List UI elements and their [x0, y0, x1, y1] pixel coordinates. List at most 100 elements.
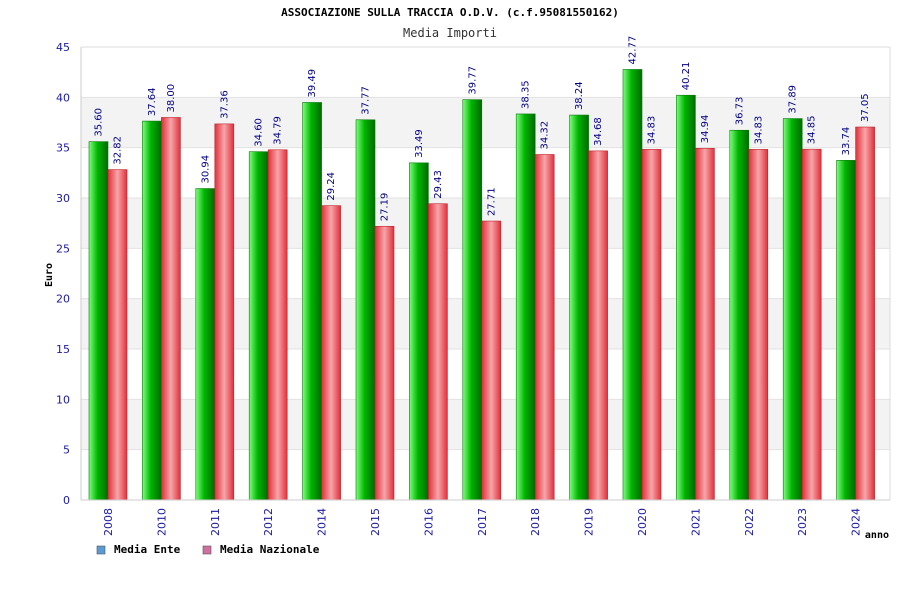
bar-media-nazionale-2010 — [161, 117, 181, 501]
data-label-media-ente-2010: 37.64 — [147, 87, 158, 116]
data-label-media-ente-2016: 33.49 — [414, 129, 425, 158]
bar-media-nazionale-2024 — [855, 126, 875, 501]
data-label-media-nazionale-2010: 38.00 — [166, 84, 177, 113]
x-tick-label: 2014 — [316, 508, 329, 536]
bar-media-ente-2017 — [462, 99, 483, 501]
x-tick-label: 2010 — [155, 508, 168, 536]
data-label-media-ente-2012: 34.60 — [254, 118, 265, 147]
bar-media-nazionale-2019 — [588, 150, 608, 501]
bar-media-ente-2023 — [782, 118, 803, 501]
y-tick-labels: 0 5 10 15 20 25 30 35 40 45 — [56, 41, 70, 507]
y-tick-label: 25 — [56, 242, 70, 255]
data-label-media-nazionale-2015: 27.19 — [380, 193, 391, 222]
bar-media-ente-2011 — [195, 188, 216, 501]
x-tick-label: 2008 — [102, 508, 115, 536]
y-tick-label: 5 — [63, 444, 70, 457]
data-label-media-ente-2024: 33.74 — [841, 127, 852, 156]
x-tick-label: 2012 — [262, 508, 275, 536]
data-label-media-ente-2014: 39.49 — [307, 69, 318, 98]
bar-media-nazionale-2008 — [107, 169, 128, 501]
data-label-media-ente-2021: 40.21 — [681, 62, 692, 91]
bar-media-ente-2022 — [729, 129, 750, 501]
data-label-media-ente-2015: 37.77 — [361, 86, 372, 115]
x-tick-label: 2022 — [743, 508, 756, 536]
y-tick-label: 45 — [56, 41, 70, 54]
chart-title: ASSOCIAZIONE SULLA TRACCIA O.D.V. (c.f.9… — [281, 6, 619, 19]
y-tick-label: 35 — [56, 142, 70, 155]
data-label-media-nazionale-2020: 34.83 — [647, 116, 658, 145]
bars — [88, 69, 875, 501]
bar-media-nazionale-2022 — [748, 149, 769, 501]
bar-media-ente-2008 — [88, 141, 109, 501]
bar-media-nazionale-2021 — [695, 147, 715, 501]
bar-media-ente-2015 — [355, 119, 376, 501]
data-label-media-nazionale-2011: 37.36 — [219, 90, 230, 119]
bar-media-nazionale-2015 — [374, 225, 395, 501]
data-label-media-ente-2017: 39.77 — [467, 66, 478, 95]
x-tick-label: 2019 — [583, 508, 596, 536]
bar-media-ente-2012 — [248, 151, 269, 501]
data-label-media-nazionale-2024: 37.05 — [860, 93, 871, 122]
data-label-media-nazionale-2016: 29.43 — [433, 170, 444, 199]
y-tick-label: 20 — [56, 293, 70, 306]
x-tick-label: 2023 — [796, 508, 809, 536]
bar-media-ente-2024 — [836, 160, 856, 501]
y-tick-label: 15 — [56, 343, 70, 356]
y-tick-label: 10 — [56, 393, 70, 406]
bar-media-nazionale-2016 — [428, 203, 448, 501]
data-label-media-ente-2019: 38.24 — [574, 81, 585, 110]
bar-media-ente-2010 — [142, 120, 162, 501]
x-tick-label: 2021 — [689, 508, 702, 536]
axes — [80, 46, 891, 501]
x-tick-label: 2016 — [422, 508, 435, 536]
legend-swatch-media-nazionale — [202, 545, 212, 555]
data-label-media-ente-2018: 38.35 — [521, 80, 532, 109]
bar-media-nazionale-2018 — [534, 154, 555, 501]
y-tick-label: 0 — [63, 494, 70, 507]
bar-media-nazionale-2017 — [481, 220, 502, 501]
x-tick-label: 2011 — [209, 508, 222, 536]
data-label-media-nazionale-2019: 34.68 — [593, 117, 604, 146]
bar-media-nazionale-2014 — [321, 205, 341, 501]
data-label-media-ente-2023: 37.89 — [788, 85, 799, 114]
x-tick-label: 2024 — [850, 508, 863, 536]
plot-band — [81, 97, 890, 148]
y-tick-label: 30 — [56, 192, 70, 205]
x-tick-labels: 2008 2010 2011 2012 2014 2015 2016 2017 2018 2019… — [102, 508, 863, 536]
data-label-media-nazionale-2017: 27.71 — [486, 187, 497, 216]
bar-labels: 35.60 32.82 37.64 38.00 30.94 37.36 34.60 34.79… — [94, 36, 872, 221]
x-tick-label: 2015 — [369, 508, 382, 536]
data-label-media-ente-2008: 35.60 — [94, 108, 105, 137]
x-tick-label: 2017 — [476, 508, 489, 536]
data-label-media-nazionale-2023: 34.85 — [807, 116, 818, 145]
bar-media-ente-2019 — [569, 114, 589, 501]
y-axis-label: Euro — [44, 263, 55, 287]
data-label-media-nazionale-2014: 29.24 — [326, 172, 337, 201]
x-axis-label: anno — [865, 530, 889, 541]
x-tick-label: 2018 — [529, 508, 542, 536]
bar-media-ente-2020 — [622, 69, 643, 501]
bar-media-nazionale-2012 — [267, 149, 288, 501]
chart-subtitle: Media Importi — [403, 26, 497, 40]
legend-label-media-nazionale: Media Nazionale — [220, 543, 320, 556]
data-label-media-nazionale-2022: 34.83 — [753, 116, 764, 145]
bar-media-ente-2018 — [515, 113, 536, 501]
data-label-media-ente-2022: 36.73 — [734, 97, 745, 126]
data-label-media-ente-2011: 30.94 — [200, 155, 211, 184]
bar-media-ente-2021 — [676, 94, 696, 501]
data-label-media-nazionale-2018: 34.32 — [540, 121, 551, 150]
bar-media-nazionale-2023 — [801, 148, 822, 501]
y-tick-label: 40 — [56, 91, 70, 104]
bar-media-ente-2014 — [302, 102, 322, 501]
data-label-media-nazionale-2012: 34.79 — [273, 116, 284, 145]
bar-media-ente-2016 — [409, 162, 429, 501]
data-label-media-ente-2020: 42.77 — [628, 36, 639, 65]
legend: Media Ente Media Nazionale — [96, 543, 320, 556]
legend-swatch-media-ente — [96, 545, 106, 555]
bar-media-nazionale-2020 — [641, 149, 662, 501]
bar-media-nazionale-2011 — [214, 123, 235, 501]
data-label-media-nazionale-2008: 32.82 — [113, 136, 124, 165]
legend-label-media-ente: Media Ente — [114, 543, 181, 556]
plot-band — [81, 47, 890, 98]
